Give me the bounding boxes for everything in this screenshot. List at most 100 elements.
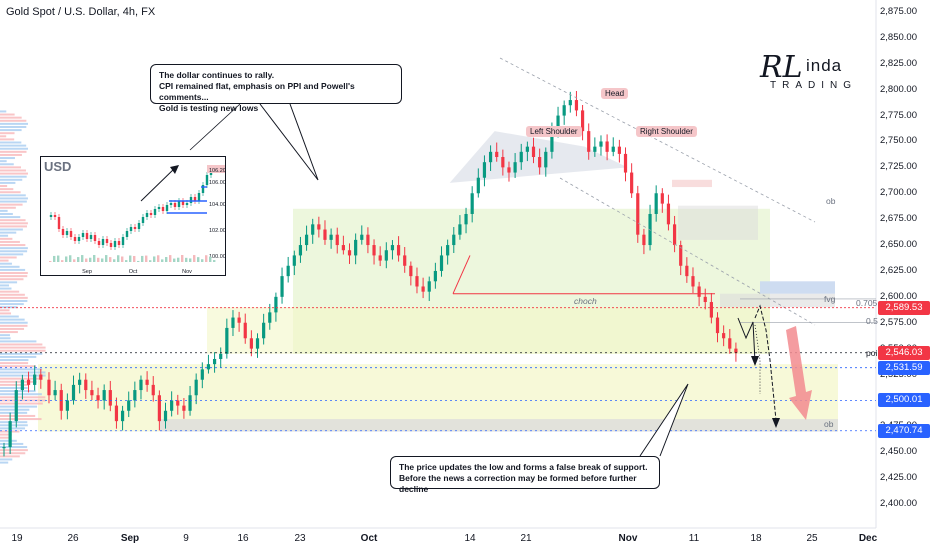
volume-bar	[0, 399, 46, 402]
volume-bar	[0, 421, 28, 424]
candle-body	[525, 146, 529, 152]
inset-svg: 106.20 106.00 104.00 102.00 100.00 Sep Oct Nov	[49, 165, 226, 275]
drawings-layer	[0, 57, 876, 457]
volume-bar	[0, 169, 26, 172]
label-fvg: fvg	[824, 294, 836, 304]
projection-arrowhead-2	[772, 418, 780, 428]
candle-body	[200, 369, 204, 380]
label-ob-lower: ob	[824, 419, 834, 429]
volume-bar	[0, 312, 12, 315]
trendline-lower	[559, 177, 816, 326]
inset-candle-body	[149, 213, 153, 215]
candle-body	[280, 276, 284, 297]
volume-bar	[0, 365, 37, 368]
price-badge: 2,589.53	[878, 300, 930, 315]
volume-bar	[0, 253, 24, 256]
x-tick-label: 9	[183, 533, 189, 544]
x-tick-label: 21	[520, 533, 532, 544]
candle-body	[311, 224, 315, 235]
volume-bar	[0, 362, 29, 365]
candle-body	[341, 245, 345, 251]
candle-body	[617, 146, 621, 154]
candle-body	[396, 245, 401, 256]
volume-bar	[0, 178, 23, 181]
volume-bar	[0, 188, 14, 191]
x-tick-label: Oct	[360, 533, 378, 544]
inset-volume-bar	[85, 258, 88, 262]
candle-body	[660, 193, 664, 204]
candle-body	[679, 245, 683, 266]
volume-bar	[0, 234, 9, 237]
volume-bar	[0, 119, 27, 122]
candle-body	[642, 234, 646, 246]
inset-volume-bar	[209, 256, 212, 262]
inset-y-tick: 104.00	[209, 202, 226, 208]
label-fib-0705: 0.705	[856, 298, 878, 308]
x-tick-label: 19	[11, 533, 23, 544]
volume-bar	[0, 352, 43, 355]
volume-bar	[0, 250, 28, 253]
inset-candle-body	[173, 203, 177, 207]
volume-bar	[0, 150, 27, 153]
candle-body	[427, 281, 431, 292]
candle-body	[605, 141, 609, 152]
inset-candle-body	[185, 203, 189, 205]
y-tick-label: 2,450.00	[880, 446, 917, 458]
candle-body	[513, 162, 517, 173]
volume-bar	[0, 303, 24, 306]
candle-body	[568, 100, 572, 106]
inset-candle-body	[65, 231, 69, 235]
candle-body	[268, 312, 272, 323]
candle-body	[212, 358, 217, 365]
candle-body	[464, 213, 468, 225]
candle-body	[470, 193, 474, 214]
volume-bar	[0, 203, 23, 206]
inset-up-arrow	[140, 166, 177, 202]
inset-candle-body	[189, 197, 193, 203]
trendline-upper	[499, 57, 816, 223]
x-tick-label: Nov	[618, 533, 638, 544]
volume-bar	[0, 318, 25, 321]
inset-volume-bar	[165, 257, 168, 262]
candle-body	[71, 384, 76, 401]
volume-bar	[0, 157, 15, 160]
inset-candle-body	[89, 235, 93, 239]
label-poi: poi	[866, 348, 878, 358]
logo-name: inda	[806, 56, 843, 75]
candle-body	[531, 146, 536, 158]
volume-bar	[0, 244, 26, 247]
x-tick-label: 25	[806, 533, 818, 544]
volume-bar	[0, 402, 43, 405]
candle-body	[574, 100, 579, 111]
inset-candle-body	[181, 201, 185, 205]
inset-candle-body	[177, 201, 181, 207]
price-badge: 2,470.74	[878, 423, 930, 438]
inset-candle-body	[161, 207, 165, 211]
volume-bar	[0, 247, 28, 250]
candle-body	[538, 157, 542, 168]
inset-candle-body	[85, 233, 89, 239]
candle-body	[151, 384, 155, 396]
volume-bar	[0, 290, 20, 293]
candle-body	[488, 151, 493, 163]
volume-bar	[0, 371, 46, 374]
volume-bar	[0, 163, 14, 166]
candle-body	[384, 250, 388, 261]
usd-inset-chart: USD 106.20 106.00 104.00 102.00 100.00 Sep Oct…	[40, 156, 226, 276]
candle-body	[501, 157, 505, 168]
inset-volume-bar	[193, 255, 196, 262]
candle-body	[145, 379, 149, 385]
candle-body	[298, 245, 303, 256]
volume-bar	[0, 209, 8, 212]
symbol-name: Gold Spot / U.S. Dollar	[6, 6, 117, 18]
inset-volume-bar	[121, 256, 124, 262]
candle-body	[519, 151, 523, 163]
inset-x-tick: Sep	[82, 269, 92, 275]
inset-x-tick: Oct	[129, 269, 138, 275]
inset-candle-body	[193, 197, 197, 201]
callout-bottom-pointer	[639, 383, 689, 457]
candle-body	[666, 203, 671, 225]
inset-candle-body	[165, 205, 169, 211]
candle-body	[127, 400, 131, 411]
